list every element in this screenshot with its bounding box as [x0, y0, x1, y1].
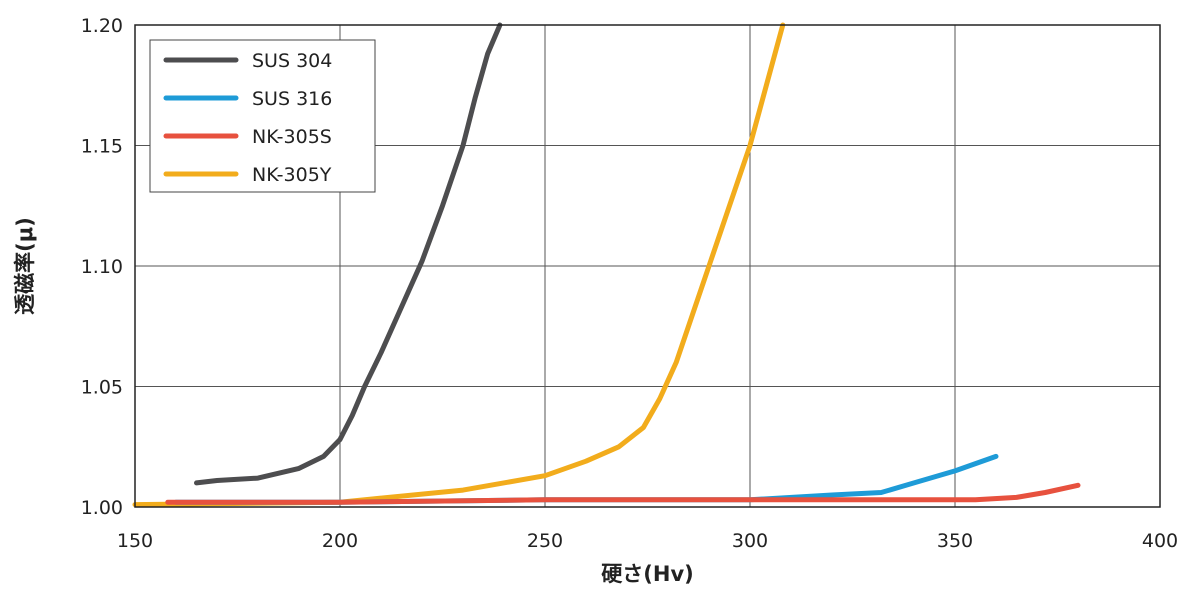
- x-axis-title: 硬さ(Hv): [601, 562, 693, 586]
- y-axis-ticks: 1.00 1.05 1.10 1.15 1.20: [81, 15, 123, 519]
- y-tick-label: 1.20: [81, 15, 123, 37]
- legend-label-sus-304: SUS 304: [252, 50, 332, 72]
- x-tick-label: 250: [527, 530, 563, 552]
- legend: SUS 304 SUS 316 NK-305S NK-305Y: [149, 39, 376, 193]
- y-tick-label: 1.10: [81, 256, 123, 278]
- x-tick-label: 200: [322, 530, 358, 552]
- y-tick-label: 1.00: [81, 497, 123, 519]
- y-tick-label: 1.15: [81, 136, 123, 158]
- x-tick-label: 150: [117, 530, 153, 552]
- legend-box: [149, 39, 376, 193]
- series-line-sus-304: [194, 22, 503, 486]
- x-tick-label: 350: [937, 530, 973, 552]
- x-tick-label: 400: [1142, 530, 1178, 552]
- x-tick-label: 300: [732, 530, 768, 552]
- series-line-nk-305y: [132, 22, 786, 508]
- legend-label-sus-316: SUS 316: [252, 88, 332, 110]
- plot-frame: [134, 24, 1161, 508]
- x-axis-ticks: 150 200 250 300 350 400: [117, 530, 1178, 552]
- legend-label-nk-305y: NK-305Y: [252, 164, 332, 186]
- y-tick-label: 1.05: [81, 377, 123, 399]
- legend-label-nk-305s: NK-305S: [252, 126, 332, 148]
- y-axis-title: 透磁率(μ): [13, 217, 37, 315]
- series-line-nk-305s: [165, 482, 1081, 505]
- series-layer: [132, 22, 1081, 508]
